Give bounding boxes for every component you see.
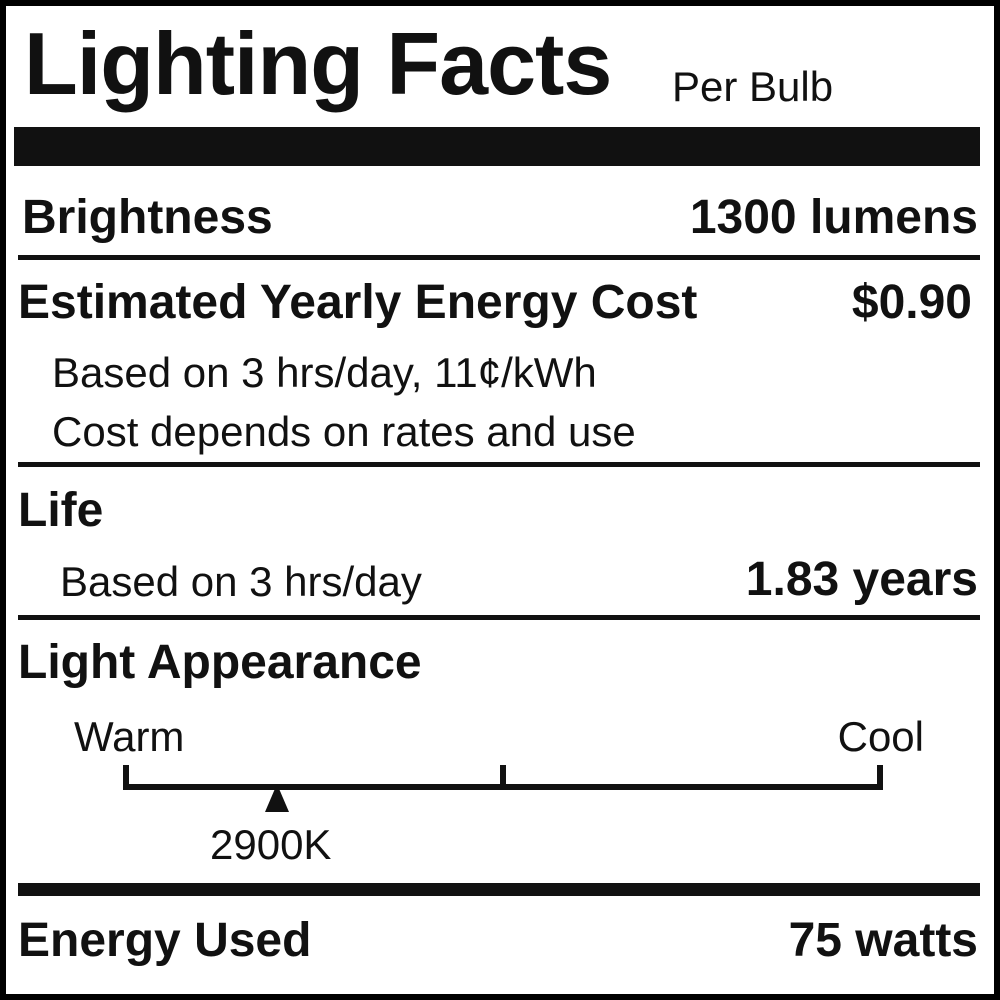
light-appearance-label: Light Appearance — [18, 636, 422, 689]
energy-divider-bar — [18, 883, 980, 896]
energy-used-label: Energy Used — [18, 914, 312, 967]
brightness-value: 1300 lumens — [689, 191, 978, 244]
energy-used-value: 75 watts — [788, 914, 978, 967]
energy-cost-note-rate: Based on 3 hrs/day, 11¢/kWh — [52, 349, 597, 396]
divider — [18, 615, 980, 620]
color-temperature-marker-icon — [264, 784, 289, 812]
divider — [18, 462, 980, 467]
life-value: 1.83 years — [745, 553, 978, 606]
scale-tick-cool — [877, 765, 883, 790]
color-temperature-value: 2900K — [210, 821, 332, 868]
label-subtitle: Per Bulb — [672, 63, 834, 110]
divider — [18, 255, 980, 260]
scale-tick-warm — [123, 765, 129, 790]
scale-tick-mid — [500, 765, 506, 790]
energy-cost-note-depends: Cost depends on rates and use — [52, 408, 636, 455]
energy-cost-label: Estimated Yearly Energy Cost — [18, 276, 698, 329]
label-title: Lighting Facts — [24, 14, 612, 113]
brightness-label: Brightness — [22, 191, 273, 244]
warm-label: Warm — [74, 713, 185, 760]
header-bar — [14, 127, 980, 166]
life-label: Life — [18, 484, 104, 537]
energy-cost-value: $0.90 — [851, 276, 972, 329]
life-note: Based on 3 hrs/day — [60, 558, 422, 605]
cool-label: Cool — [837, 713, 924, 760]
